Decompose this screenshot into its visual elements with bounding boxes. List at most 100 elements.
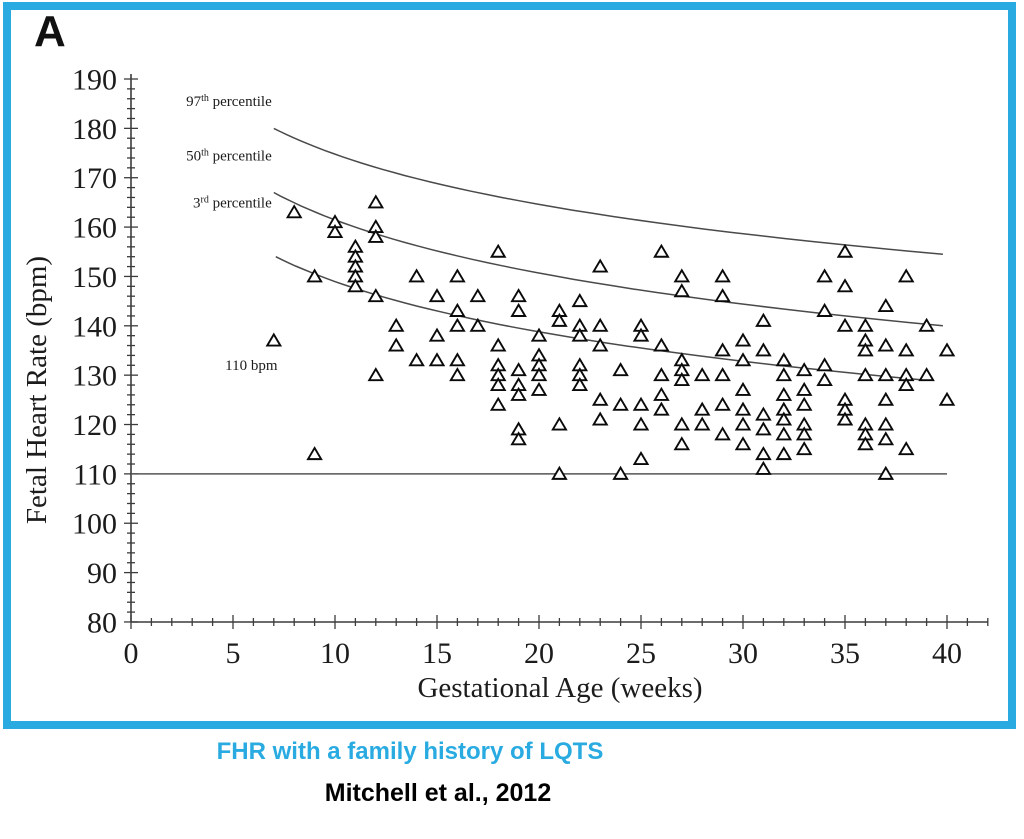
scatter-point (449, 317, 466, 332)
scatter-point (653, 337, 670, 352)
scatter-point (632, 451, 650, 466)
scatter-point (693, 401, 711, 416)
scatter-point (510, 288, 527, 303)
scatter-point (775, 446, 793, 461)
scatter-point (734, 436, 752, 451)
scatter-point (775, 386, 793, 401)
percentile-curve-label: 50th percentile (186, 147, 272, 164)
scatter-point (775, 367, 793, 382)
scatter-point (877, 391, 895, 406)
scatter-point (612, 362, 629, 377)
scatter-point (591, 258, 609, 273)
scatter-point (551, 416, 568, 431)
scatter-point (571, 293, 589, 308)
scatter-point (918, 317, 935, 332)
percentile-curve (273, 191, 943, 327)
scatter-point (877, 416, 895, 431)
scatter-point (877, 337, 895, 352)
x-tick-label: 30 (728, 637, 758, 670)
scatter-point (469, 317, 487, 332)
scatter-point (306, 268, 323, 283)
scatter-point (408, 268, 425, 283)
scatter-point (734, 401, 752, 416)
scatter-point (673, 283, 691, 298)
y-tick-label: 160 (72, 212, 117, 245)
scatter-point (612, 396, 629, 411)
scatter-point (489, 396, 507, 411)
x-tick-label: 25 (626, 637, 656, 670)
scatter-point (877, 367, 895, 382)
scatter-point (755, 460, 772, 475)
y-tick-label: 100 (72, 508, 117, 541)
scatter-point (938, 391, 956, 406)
y-tick-label: 170 (72, 162, 117, 195)
scatter-point (449, 367, 466, 382)
scatter-point (714, 426, 731, 441)
scatter-point (428, 288, 446, 303)
scatter-point (673, 436, 691, 451)
scatter-point (816, 268, 833, 283)
scatter-point (510, 302, 527, 317)
x-tick-label: 20 (524, 637, 554, 670)
scatter-point (857, 317, 874, 332)
x-tick-label: 15 (422, 637, 452, 670)
scatter-point (877, 465, 895, 480)
scatter-point (510, 386, 527, 401)
scatter-point (571, 376, 589, 391)
scatter-point (755, 342, 772, 357)
scatter-point (449, 352, 466, 367)
y-tick-label: 130 (72, 360, 117, 393)
scatter-point (836, 243, 854, 258)
scatter-point (795, 362, 813, 377)
scatter-point (653, 401, 670, 416)
scatter-point (795, 381, 813, 396)
scatter-point (775, 411, 793, 426)
scatter-point (387, 317, 405, 332)
scatter-point (857, 436, 874, 451)
scatter-point (306, 446, 323, 461)
scatter-point (530, 327, 548, 342)
fhr-scatter-chart: 80 90 100 110 120 130 140 150 160 170 180 190 0 5 10 15… (21, 64, 989, 704)
scatter-point (510, 431, 527, 446)
scatter-point (367, 288, 385, 303)
scatter-point (653, 243, 670, 258)
scatter-point (612, 465, 629, 480)
scatter-point (591, 411, 609, 426)
scatter-point (857, 342, 874, 357)
scatter-point (367, 367, 385, 382)
scatter-point (367, 194, 385, 209)
scatter-point (816, 302, 833, 317)
percentile-curve (273, 127, 943, 255)
scatter-point (428, 352, 446, 367)
scatter-point (755, 446, 772, 461)
y-tick-label: 180 (72, 113, 117, 146)
scatter-point (938, 342, 956, 357)
scatter-point (836, 411, 854, 426)
y-tick-label: 120 (72, 409, 117, 442)
scatter-point (510, 362, 527, 377)
scatter-point (836, 278, 854, 293)
scatter-point (367, 228, 385, 243)
chart-frame (3, 2, 1016, 729)
scatter-point (877, 297, 895, 313)
y-tick-label: 190 (72, 64, 117, 97)
scatter-point (734, 332, 752, 347)
figure-subtitle: FHR with a family history of LQTS (216, 738, 604, 765)
scatter-point (591, 391, 609, 406)
x-axis-title: Gestational Age (weeks) (417, 672, 702, 704)
scatter-point (408, 352, 425, 367)
percentile-curve-label: 3rd percentile (193, 194, 272, 211)
y-tick-label: 140 (72, 310, 117, 343)
scatter-point (897, 376, 915, 391)
scatter-point (795, 426, 813, 441)
scatter-point (632, 416, 650, 431)
scatter-point (591, 337, 609, 352)
scatter-point (734, 381, 752, 396)
scatter-point (734, 352, 752, 367)
scatter-point (836, 317, 854, 332)
scatter-point (673, 372, 691, 387)
x-tick-label: 10 (320, 637, 350, 670)
x-tick-label: 5 (226, 637, 241, 670)
scatter-point (551, 312, 568, 327)
scatter-point (530, 381, 548, 396)
